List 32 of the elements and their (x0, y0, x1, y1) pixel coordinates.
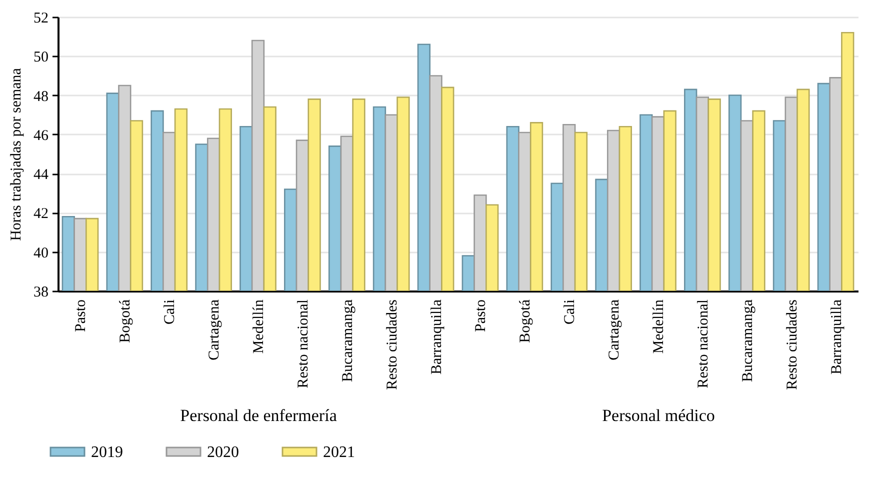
x-tick-label: Pasto (73, 300, 90, 332)
y-tick-label: 44 (34, 167, 49, 184)
x-tick-label: Resto ciudades (384, 299, 400, 390)
x-tick-label: Cali (162, 300, 178, 324)
y-tick-label: 38 (34, 284, 48, 300)
y-axis-title: Horas trabajadas por semana (8, 68, 24, 241)
y-tick-label: 52 (34, 10, 48, 26)
y-tick-label: 46 (34, 128, 49, 144)
x-tick-label: Resto nacional (295, 300, 312, 388)
x-tick-label: Cartagena (606, 299, 623, 360)
x-tick-label: Barranquilla (828, 299, 845, 374)
legend-label: 2020 (207, 444, 239, 461)
x-tick-label: Medellín (651, 299, 667, 354)
x-tick-label: Medellín (251, 299, 267, 354)
x-tick-label: Cali (562, 300, 578, 324)
y-tick-label: 42 (34, 206, 48, 222)
x-tick-label: Bucaramanga (340, 299, 356, 382)
x-tick-label: Bogotá (118, 299, 134, 343)
x-tick-label: Bogotá (518, 299, 534, 343)
x-axis-title: Personal médico (602, 406, 715, 425)
y-tick-label: 50 (34, 50, 48, 66)
x-tick-label: Bucaramanga (740, 299, 756, 382)
x-tick-label: Resto ciudades (784, 299, 800, 390)
x-tick-label: Resto nacional (695, 300, 712, 388)
y-tick-label: 40 (34, 245, 48, 262)
x-axis-title: Personal de enfermería (180, 406, 338, 425)
x-tick-label: Barranquilla (428, 299, 445, 374)
x-tick-label: Cartagena (206, 299, 223, 360)
x-tick-label: Pasto (473, 300, 490, 332)
legend-label: 2021 (323, 444, 355, 461)
y-tick-label: 48 (34, 88, 48, 105)
legend-label: 2019 (91, 444, 123, 461)
